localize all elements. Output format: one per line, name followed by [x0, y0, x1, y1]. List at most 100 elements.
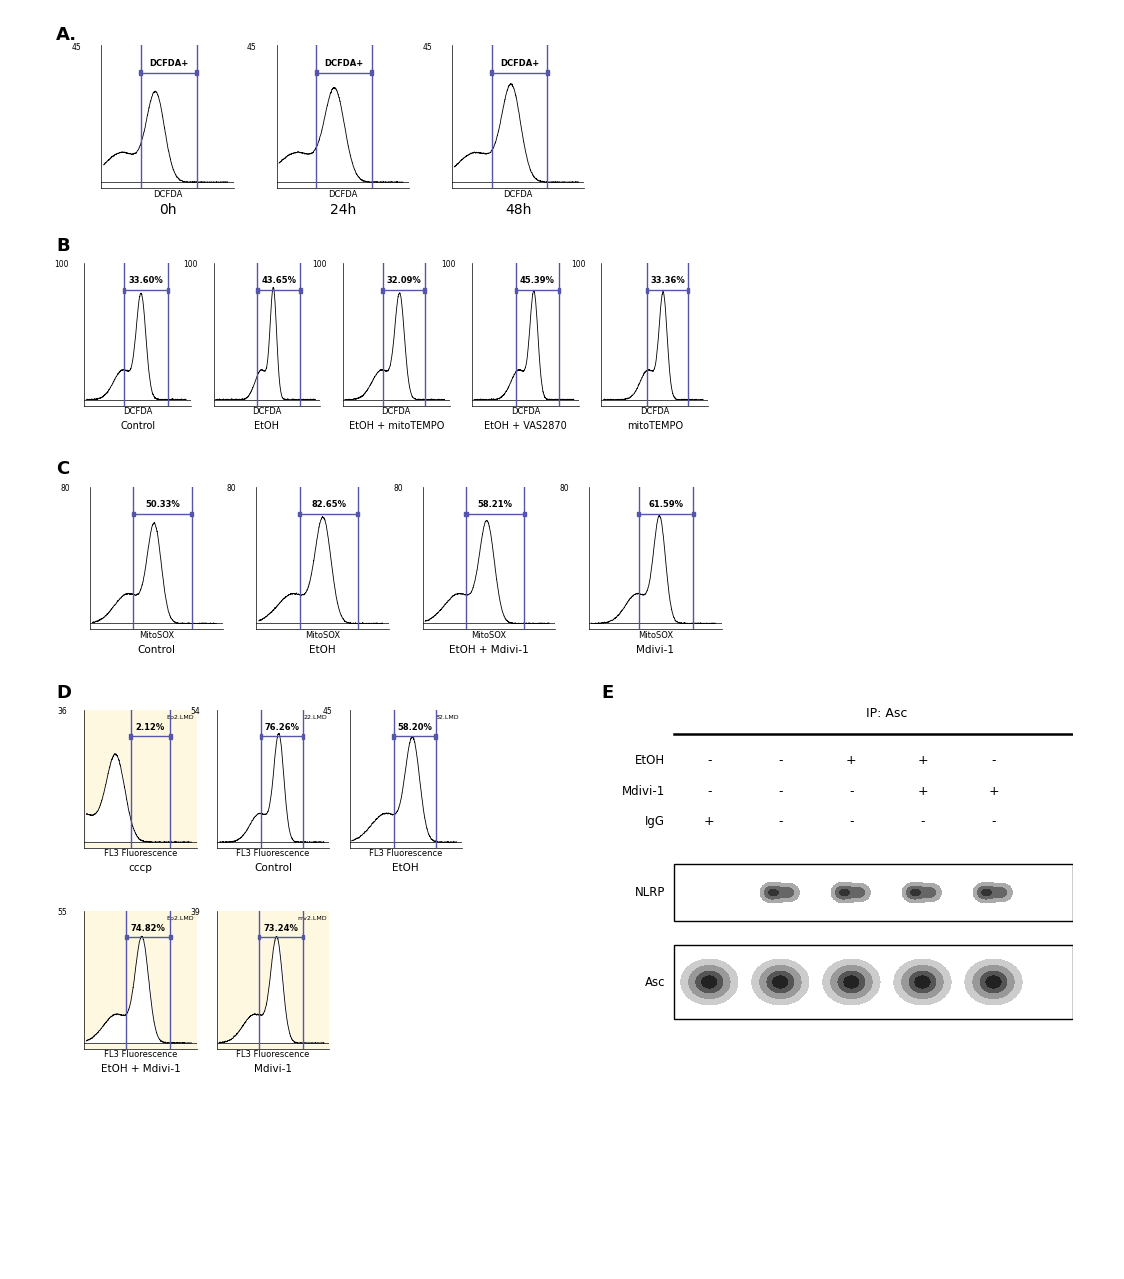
FancyBboxPatch shape — [523, 512, 526, 517]
FancyBboxPatch shape — [169, 734, 172, 739]
Text: +: + — [704, 815, 715, 828]
Text: 80: 80 — [227, 483, 236, 492]
X-axis label: DCFDA: DCFDA — [123, 407, 153, 416]
Text: EtOH + Mdivi-1: EtOH + Mdivi-1 — [450, 645, 528, 655]
Text: 76.26%: 76.26% — [264, 723, 300, 732]
FancyBboxPatch shape — [381, 288, 384, 293]
FancyBboxPatch shape — [299, 288, 301, 293]
Text: 33.60%: 33.60% — [129, 276, 164, 285]
Text: DCFDA+: DCFDA+ — [149, 59, 189, 68]
FancyBboxPatch shape — [434, 734, 437, 739]
FancyBboxPatch shape — [515, 288, 517, 293]
X-axis label: DCFDA: DCFDA — [252, 407, 282, 416]
Text: 45: 45 — [247, 42, 256, 51]
X-axis label: FL3 Fluorescence: FL3 Fluorescence — [369, 849, 443, 858]
FancyBboxPatch shape — [260, 734, 262, 739]
Text: 82.LMD: 82.LMD — [436, 715, 460, 720]
Text: 80: 80 — [560, 483, 569, 492]
FancyBboxPatch shape — [691, 512, 695, 517]
Text: 58.20%: 58.20% — [397, 723, 432, 732]
Text: 55: 55 — [57, 908, 67, 917]
X-axis label: DCFDA: DCFDA — [153, 189, 182, 198]
Text: +: + — [846, 755, 856, 767]
FancyBboxPatch shape — [256, 288, 259, 293]
Text: EtOH: EtOH — [635, 755, 665, 767]
Text: 73.24%: 73.24% — [263, 923, 299, 932]
Text: Mdivi-1: Mdivi-1 — [622, 785, 665, 798]
FancyBboxPatch shape — [123, 288, 126, 293]
Text: +: + — [917, 755, 927, 767]
Text: -: - — [778, 755, 782, 767]
Text: 32.09%: 32.09% — [387, 276, 422, 285]
FancyBboxPatch shape — [356, 512, 360, 517]
FancyBboxPatch shape — [301, 935, 305, 940]
FancyBboxPatch shape — [301, 734, 305, 739]
Text: EtOH: EtOH — [309, 645, 336, 655]
X-axis label: DCFDA: DCFDA — [328, 189, 357, 198]
FancyBboxPatch shape — [190, 512, 193, 517]
Text: 45.39%: 45.39% — [520, 276, 555, 285]
Text: 50.33%: 50.33% — [145, 500, 180, 509]
Text: 100: 100 — [442, 260, 456, 269]
Text: -: - — [849, 815, 854, 828]
Text: -: - — [778, 815, 782, 828]
Text: 80: 80 — [393, 483, 402, 492]
Text: 100: 100 — [312, 260, 327, 269]
FancyBboxPatch shape — [166, 288, 170, 293]
FancyBboxPatch shape — [646, 288, 649, 293]
Text: +: + — [917, 785, 927, 798]
Text: 54: 54 — [190, 707, 200, 716]
Text: NLRP: NLRP — [635, 886, 665, 899]
Text: EtOH + VAS2870: EtOH + VAS2870 — [484, 421, 566, 431]
FancyBboxPatch shape — [687, 288, 689, 293]
Text: -: - — [991, 815, 996, 828]
FancyBboxPatch shape — [464, 512, 468, 517]
FancyBboxPatch shape — [298, 512, 301, 517]
FancyBboxPatch shape — [490, 70, 493, 75]
Text: IP: Asc: IP: Asc — [867, 707, 908, 720]
X-axis label: MitoSOX: MitoSOX — [305, 631, 341, 640]
Text: C: C — [56, 460, 70, 478]
X-axis label: FL3 Fluorescence: FL3 Fluorescence — [236, 849, 310, 858]
Text: 100: 100 — [54, 260, 69, 269]
Text: Mdivi-1: Mdivi-1 — [254, 1064, 292, 1074]
Text: Control: Control — [137, 645, 175, 655]
Text: +: + — [988, 785, 999, 798]
FancyBboxPatch shape — [196, 70, 198, 75]
Text: 45: 45 — [72, 42, 81, 51]
Text: 61.59%: 61.59% — [649, 500, 683, 509]
Text: E: E — [601, 684, 614, 702]
Text: IgG: IgG — [645, 815, 665, 828]
Text: -: - — [849, 785, 854, 798]
Text: mv2.LMD: mv2.LMD — [298, 916, 327, 921]
FancyBboxPatch shape — [637, 512, 640, 517]
X-axis label: MitoSOX: MitoSOX — [471, 631, 507, 640]
X-axis label: DCFDA: DCFDA — [381, 407, 411, 416]
X-axis label: MitoSOX: MitoSOX — [138, 631, 174, 640]
Text: cccp: cccp — [128, 863, 153, 874]
X-axis label: DCFDA: DCFDA — [640, 407, 670, 416]
Text: DCFDA+: DCFDA+ — [325, 59, 364, 68]
X-axis label: FL3 Fluorescence: FL3 Fluorescence — [236, 1050, 310, 1059]
Text: D: D — [56, 684, 71, 702]
X-axis label: MitoSOX: MitoSOX — [637, 631, 673, 640]
Text: 48h: 48h — [505, 203, 532, 217]
Text: 45: 45 — [323, 707, 333, 716]
Text: 39: 39 — [190, 908, 200, 917]
Text: mitoTEMPO: mitoTEMPO — [627, 421, 682, 431]
Text: 36: 36 — [57, 707, 67, 716]
X-axis label: FL3 Fluorescence: FL3 Fluorescence — [103, 849, 178, 858]
Text: A.: A. — [56, 26, 78, 43]
FancyBboxPatch shape — [139, 70, 143, 75]
Text: Mdivi-1: Mdivi-1 — [636, 645, 674, 655]
Text: Control: Control — [120, 421, 155, 431]
FancyBboxPatch shape — [424, 288, 426, 293]
Text: Control: Control — [254, 863, 292, 874]
FancyBboxPatch shape — [125, 935, 128, 940]
FancyBboxPatch shape — [558, 288, 560, 293]
X-axis label: DCFDA: DCFDA — [510, 407, 541, 416]
Text: 22.LMD: 22.LMD — [303, 715, 327, 720]
Text: 33.36%: 33.36% — [651, 276, 686, 285]
FancyBboxPatch shape — [257, 935, 261, 940]
FancyBboxPatch shape — [129, 734, 132, 739]
